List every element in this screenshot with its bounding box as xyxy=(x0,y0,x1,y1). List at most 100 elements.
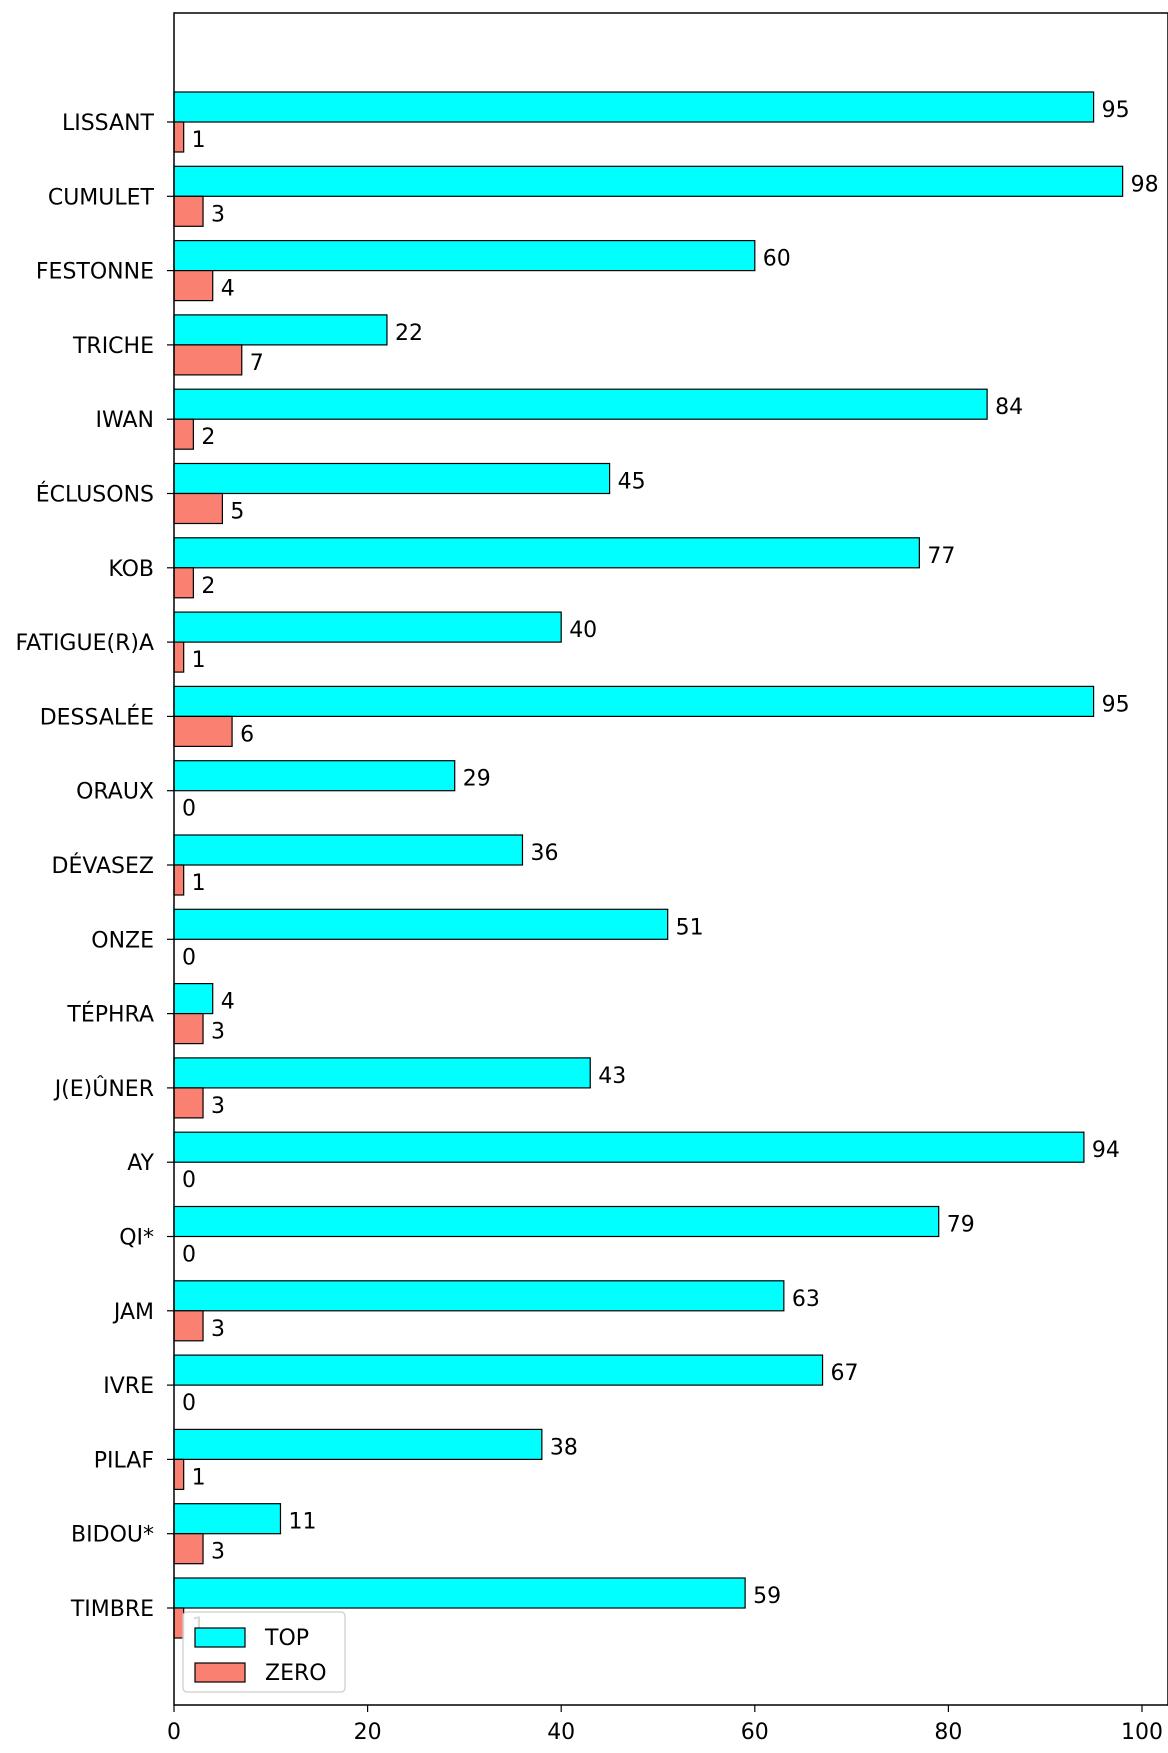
bar-zero xyxy=(173,344,243,376)
data-label-zero: 7 xyxy=(250,351,264,376)
y-axis: LISSANT CUMULET FESTONNE TRICHE IWAN ÉCLUSONS… xyxy=(16,111,174,1622)
data-label-top: 40 xyxy=(569,618,597,643)
bar-top xyxy=(173,1057,591,1089)
bar-zero xyxy=(173,418,194,450)
y-tick-label: PILAF xyxy=(94,1448,154,1473)
x-tick-label: 40 xyxy=(547,1720,575,1745)
bar-zero xyxy=(173,715,233,748)
data-label-zero: 3 xyxy=(211,202,225,227)
bar-top xyxy=(173,1503,282,1535)
bar-top xyxy=(173,834,524,866)
data-label-top: 45 xyxy=(618,470,646,495)
x-tick-label: 100 xyxy=(1121,1720,1163,1745)
bar-zero xyxy=(173,864,185,896)
bar-zero xyxy=(173,641,185,673)
y-tick-label: ÉCLUSONS xyxy=(36,482,154,508)
bar-top xyxy=(173,165,1124,197)
y-tick-label: TIMBRE xyxy=(70,1597,154,1622)
bar-top xyxy=(173,1428,543,1461)
y-tick-label: LISSANT xyxy=(62,111,155,136)
bar-top xyxy=(173,1280,785,1312)
data-label-zero: 1 xyxy=(192,648,206,673)
y-tick-label: ONZE xyxy=(91,928,154,953)
bar-top xyxy=(173,537,920,569)
bar-top xyxy=(173,1131,1085,1163)
legend-label-top: TOP xyxy=(264,1626,309,1651)
bar-zero xyxy=(173,270,214,302)
data-label-zero: 4 xyxy=(221,277,235,302)
data-label-zero: 1 xyxy=(192,128,206,153)
data-label-top: 29 xyxy=(463,767,491,792)
y-tick-label: FESTONNE xyxy=(36,260,154,285)
data-label-top: 79 xyxy=(947,1213,975,1238)
y-tick-label: QI* xyxy=(119,1226,154,1251)
data-label-top: 43 xyxy=(598,1064,626,1089)
bar-top xyxy=(173,760,456,792)
y-tick-label: ORAUX xyxy=(76,780,154,805)
y-tick-label: CUMULET xyxy=(48,185,155,210)
y-tick-label: AY xyxy=(127,1151,154,1176)
bar-top xyxy=(173,1354,824,1386)
data-label-top: 51 xyxy=(676,915,704,940)
y-tick-label: TRICHE xyxy=(72,334,154,359)
bar-top xyxy=(173,908,669,940)
bar-zero xyxy=(173,195,204,227)
bar-top xyxy=(173,1205,940,1238)
data-label-top: 36 xyxy=(530,841,558,866)
data-label-zero: 3 xyxy=(211,1317,225,1342)
data-label-zero: 1 xyxy=(192,871,206,896)
data-label-zero: 2 xyxy=(201,425,215,450)
y-tick-label: IWAN xyxy=(95,408,154,433)
x-tick-label: 0 xyxy=(167,1720,181,1745)
x-tick-label: 80 xyxy=(934,1720,962,1745)
data-label-zero: 0 xyxy=(182,1391,196,1416)
data-label-top: 95 xyxy=(1102,98,1130,123)
bar-top xyxy=(173,91,1095,123)
data-label-zero: 0 xyxy=(182,1243,196,1268)
data-label-top: 60 xyxy=(763,247,791,272)
data-label-top: 98 xyxy=(1131,172,1159,197)
data-label-zero: 0 xyxy=(182,797,196,822)
bar-zero xyxy=(173,121,185,153)
bars-layer xyxy=(173,91,1124,1639)
data-label-top: 59 xyxy=(753,1584,781,1609)
y-tick-label: KOB xyxy=(108,557,154,582)
data-label-top: 11 xyxy=(288,1510,316,1535)
legend: TOP ZERO xyxy=(182,1611,346,1693)
bar-top xyxy=(173,314,388,346)
y-tick-label: JAM xyxy=(112,1300,154,1325)
legend-swatch-zero xyxy=(194,1662,246,1683)
x-tick-label: 60 xyxy=(741,1720,769,1745)
legend-swatch-top xyxy=(194,1627,246,1648)
bar-top xyxy=(173,611,562,643)
y-tick-label: TÉPHRA xyxy=(66,1002,154,1028)
data-label-top: 63 xyxy=(792,1287,820,1312)
bar-top xyxy=(173,982,214,1015)
data-label-top: 94 xyxy=(1092,1138,1120,1163)
data-label-top: 4 xyxy=(221,990,235,1015)
bar-top xyxy=(173,388,988,420)
data-label-zero: 5 xyxy=(230,500,244,525)
bar-zero xyxy=(173,1458,185,1491)
legend-label-zero: ZERO xyxy=(265,1661,327,1686)
y-tick-label: J(E)ÛNER xyxy=(53,1076,154,1102)
x-axis: 0 20 40 60 80 100 xyxy=(167,1705,1163,1745)
y-tick-label: FATIGUE(R)A xyxy=(16,631,154,656)
data-label-zero: 6 xyxy=(240,722,254,747)
data-label-top: 22 xyxy=(395,321,423,346)
data-label-top: 95 xyxy=(1102,692,1130,717)
plot-frame xyxy=(173,12,1168,1706)
data-label-zero: 2 xyxy=(201,574,215,599)
bar-zero xyxy=(173,567,194,599)
y-tick-label: IVRE xyxy=(103,1374,154,1399)
data-label-zero: 0 xyxy=(182,945,196,970)
bar-zero xyxy=(173,1012,204,1045)
bar-zero xyxy=(173,1087,204,1119)
data-label-top: 38 xyxy=(550,1435,578,1460)
y-tick-label: DÉVASEZ xyxy=(52,853,154,879)
data-label-zero: 0 xyxy=(182,1168,196,1193)
bar-zero xyxy=(173,1310,204,1342)
bar-zero xyxy=(173,1533,204,1565)
bar-top xyxy=(173,462,611,495)
